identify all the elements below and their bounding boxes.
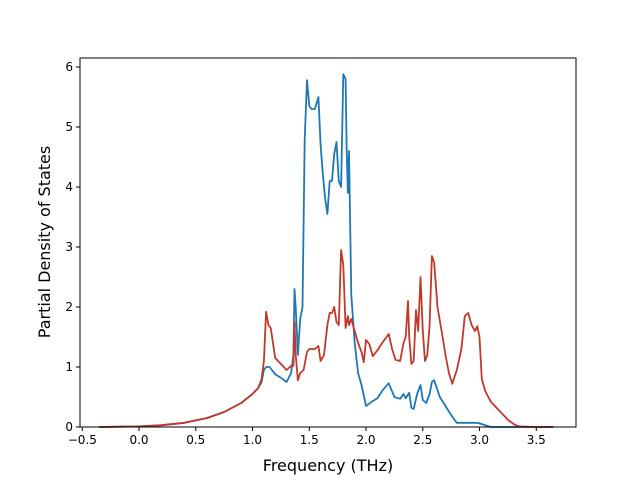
y-tick-label: 0 [65, 420, 73, 434]
y-axis: 0 1 2 3 4 5 6 [65, 60, 80, 434]
x-tick-label: −0.5 [68, 433, 97, 447]
y-tick-label: 6 [65, 60, 73, 74]
y-tick-label: 1 [65, 360, 73, 374]
x-tick-label: 1.5 [300, 433, 319, 447]
y-tick-label: 3 [65, 240, 73, 254]
series-line-2 [99, 249, 554, 428]
x-tick-label: 2.5 [413, 433, 432, 447]
x-tick-label: 3.0 [470, 433, 489, 447]
x-tick-label: 1.0 [243, 433, 262, 447]
x-tick-label: 3.5 [527, 433, 546, 447]
plot-frame [79, 57, 577, 428]
y-tick-label: 2 [65, 300, 73, 314]
x-tick-label: 0.5 [186, 433, 205, 447]
y-tick-label: 5 [65, 120, 73, 134]
x-axis: −0.5 0.0 0.5 1.0 1.5 2.0 2.5 3.0 3.5 [68, 427, 546, 447]
y-axis-label: Partial Density of States [35, 146, 54, 338]
x-tick-label: 0.0 [129, 433, 148, 447]
plot-area [99, 73, 554, 428]
x-axis-label: Frequency (THz) [263, 456, 393, 475]
x-tick-label: 2.0 [356, 433, 375, 447]
series-line-1 [99, 73, 554, 428]
y-tick-label: 4 [65, 180, 73, 194]
